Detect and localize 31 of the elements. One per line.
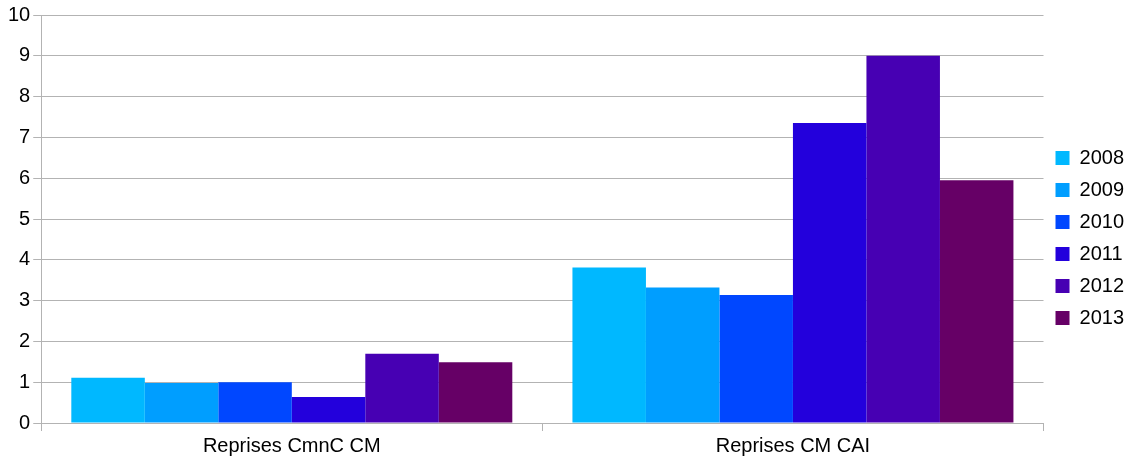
bar xyxy=(71,377,145,423)
y-tick-label: 0 xyxy=(19,410,31,433)
bar xyxy=(365,353,439,423)
legend-label: 2009 xyxy=(1079,177,1125,200)
y-tick-label: 2 xyxy=(19,328,31,351)
bar xyxy=(939,180,1014,423)
legend-label: 2008 xyxy=(1079,145,1125,168)
x-tick-label: Reprises CM CAI xyxy=(715,433,871,456)
legend-label: 2011 xyxy=(1079,241,1123,264)
legend-label: 2010 xyxy=(1079,209,1125,232)
bar xyxy=(719,294,793,423)
y-tick-label: 9 xyxy=(19,43,31,66)
y-tick-label: 1 xyxy=(19,369,31,392)
bar xyxy=(572,267,646,423)
y-tick-label: 10 xyxy=(8,2,31,25)
y-tick-label: 7 xyxy=(19,124,31,147)
y-tick-label: 4 xyxy=(19,247,31,270)
bar xyxy=(438,362,513,423)
bar xyxy=(792,123,867,423)
bar xyxy=(645,287,720,423)
y-tick-label: 3 xyxy=(19,288,31,311)
bar xyxy=(218,382,292,423)
x-tick-label: Reprises CmnC CM xyxy=(202,433,381,456)
bar xyxy=(866,55,940,423)
y-tick-label: 6 xyxy=(19,165,31,188)
bar xyxy=(144,383,219,423)
legend-label: 2013 xyxy=(1079,305,1125,328)
legend-label: 2012 xyxy=(1079,273,1125,296)
y-tick-label: 8 xyxy=(19,84,31,107)
bar xyxy=(291,396,366,423)
y-tick-label: 5 xyxy=(19,206,31,229)
